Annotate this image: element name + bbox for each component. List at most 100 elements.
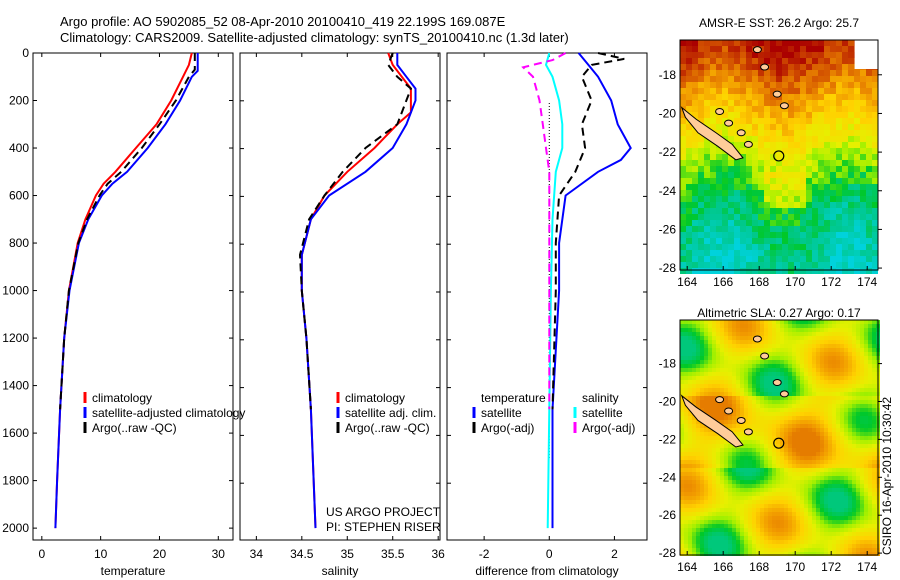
map-cell bbox=[792, 496, 796, 500]
map-cell bbox=[696, 532, 700, 536]
map-cell bbox=[848, 58, 854, 64]
map-cell bbox=[680, 94, 686, 100]
map-cell bbox=[868, 332, 872, 336]
map-cell bbox=[696, 476, 700, 480]
map-cell bbox=[784, 376, 788, 380]
map-cell bbox=[836, 500, 840, 504]
map-cell bbox=[684, 360, 688, 364]
map-cell bbox=[780, 496, 784, 500]
map-cell bbox=[728, 352, 732, 356]
map-cell bbox=[812, 544, 816, 548]
map-cell bbox=[704, 476, 708, 480]
map-cell bbox=[728, 464, 732, 468]
map-cell bbox=[836, 368, 840, 372]
map-cell bbox=[788, 388, 792, 392]
map-cell bbox=[698, 112, 704, 118]
map-cell bbox=[710, 172, 716, 178]
map-cell bbox=[854, 268, 860, 274]
map-cell bbox=[848, 184, 854, 190]
map-cell bbox=[712, 368, 716, 372]
map-cell bbox=[864, 540, 868, 544]
map-cell bbox=[732, 496, 736, 500]
map-cell bbox=[686, 58, 692, 64]
map-cell bbox=[864, 436, 868, 440]
map-cell bbox=[782, 214, 788, 220]
map-cell bbox=[864, 368, 868, 372]
map-cell bbox=[864, 492, 868, 496]
map-cell bbox=[752, 400, 756, 404]
map-cell bbox=[804, 364, 808, 368]
map-cell bbox=[736, 496, 740, 500]
map-cell bbox=[828, 480, 832, 484]
map-cell bbox=[872, 166, 878, 172]
map-cell bbox=[692, 82, 698, 88]
map-cell bbox=[806, 190, 812, 196]
map-cell bbox=[836, 238, 842, 244]
map-cell bbox=[856, 512, 860, 516]
map-cell bbox=[684, 416, 688, 420]
map-cell bbox=[776, 232, 782, 238]
map-cell bbox=[806, 130, 812, 136]
map-cell bbox=[788, 88, 794, 94]
map-cell bbox=[824, 106, 830, 112]
map-cell bbox=[840, 364, 844, 368]
map-cell bbox=[836, 178, 842, 184]
map-cell bbox=[770, 76, 776, 82]
map-cell bbox=[848, 160, 854, 166]
map-cell bbox=[812, 436, 816, 440]
map-cell bbox=[784, 476, 788, 480]
map-cell bbox=[872, 524, 876, 528]
map-cell bbox=[860, 368, 864, 372]
map-cell bbox=[852, 420, 856, 424]
map-cell bbox=[844, 396, 848, 400]
map-cell bbox=[734, 178, 740, 184]
map-cell bbox=[746, 112, 752, 118]
map-cell bbox=[804, 440, 808, 444]
map-cell bbox=[692, 244, 698, 250]
map-cell bbox=[768, 516, 772, 520]
map-cell bbox=[696, 324, 700, 328]
map-cell bbox=[842, 190, 848, 196]
map-cell bbox=[812, 440, 816, 444]
map-cell bbox=[700, 376, 704, 380]
map-cell bbox=[868, 348, 872, 352]
map-cell bbox=[748, 424, 752, 428]
map-cell bbox=[760, 344, 764, 348]
map-cell bbox=[686, 202, 692, 208]
map-cell bbox=[744, 340, 748, 344]
map-cell bbox=[748, 412, 752, 416]
map-cell bbox=[804, 532, 808, 536]
map-cell bbox=[796, 340, 800, 344]
map-cell bbox=[696, 460, 700, 464]
map-cell bbox=[782, 190, 788, 196]
map-cell bbox=[746, 40, 752, 46]
map-cell bbox=[830, 118, 836, 124]
map-cell bbox=[696, 524, 700, 528]
map-cell bbox=[842, 214, 848, 220]
map-cell bbox=[704, 500, 708, 504]
map-cell bbox=[758, 196, 764, 202]
map-cell bbox=[832, 416, 836, 420]
map-cell bbox=[696, 484, 700, 488]
map-cell bbox=[692, 154, 698, 160]
map-cell bbox=[710, 262, 716, 268]
map-cell bbox=[734, 232, 740, 238]
map-cell bbox=[800, 136, 806, 142]
map-cell bbox=[844, 536, 848, 540]
map-cell bbox=[812, 528, 816, 532]
map-cell bbox=[824, 244, 830, 250]
map-cell bbox=[864, 484, 868, 488]
map-cell bbox=[830, 94, 836, 100]
map-cell bbox=[748, 472, 752, 476]
map-cell bbox=[732, 524, 736, 528]
map-cell bbox=[828, 460, 832, 464]
map-cell bbox=[716, 112, 722, 118]
map-cell bbox=[764, 424, 768, 428]
map-cell bbox=[784, 384, 788, 388]
map-cell bbox=[816, 508, 820, 512]
map-cell bbox=[804, 484, 808, 488]
map-cell bbox=[808, 528, 812, 532]
map-cell bbox=[848, 476, 852, 480]
map-cell bbox=[860, 356, 864, 360]
map-cell bbox=[768, 396, 772, 400]
